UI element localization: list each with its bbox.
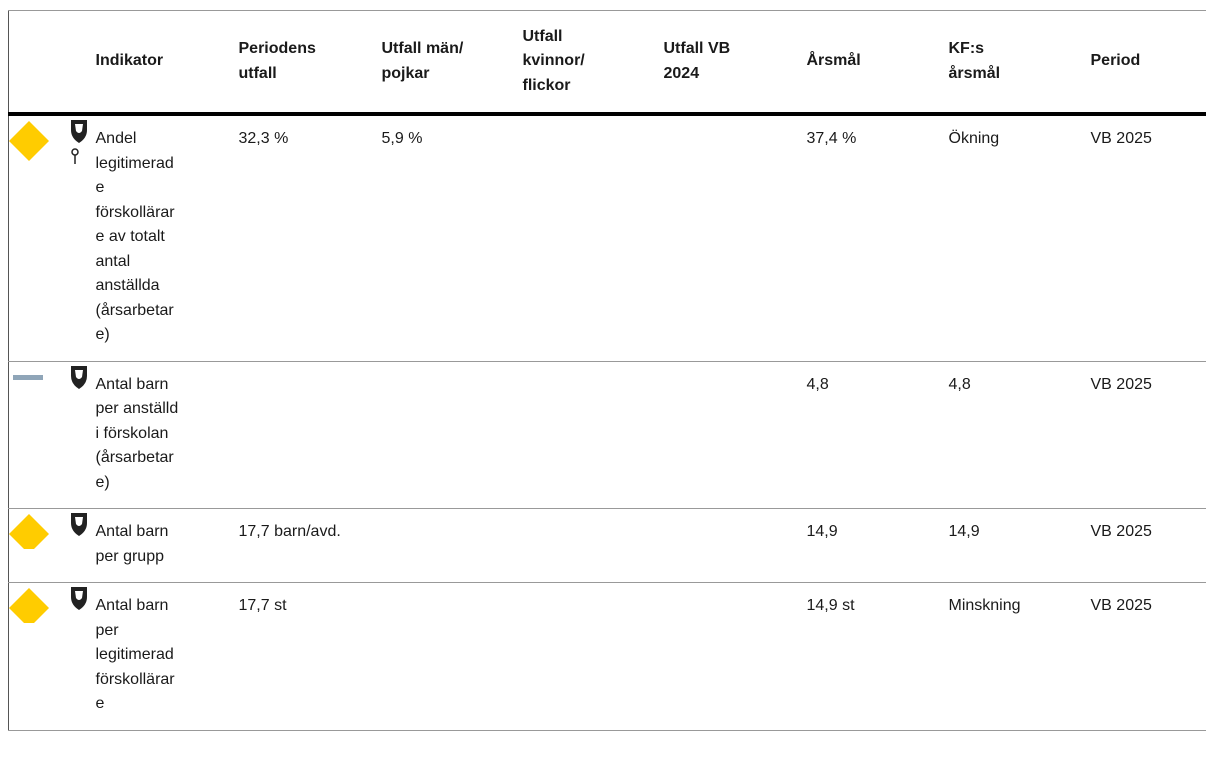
icon-header — [8, 10, 96, 116]
indicator-cell: Antal barn per anställd i förskolan (års… — [95, 361, 239, 509]
icon-cell — [8, 582, 96, 731]
status-icons — [9, 513, 87, 549]
table-body: Andel legitimerade förskollärare av tota… — [8, 114, 1206, 731]
value-cell: 4,8 — [806, 361, 949, 509]
column-header: Årsmål — [806, 10, 949, 116]
column-header: Period — [1090, 10, 1206, 116]
value-cell: VB 2025 — [1090, 361, 1206, 509]
status-icons — [9, 587, 87, 623]
value-cell: 17,7 st — [238, 582, 382, 731]
value-cell: 17,7 barn/avd. — [238, 508, 382, 583]
value-cell — [663, 508, 807, 583]
value-cell: VB 2025 — [1090, 582, 1206, 731]
value-cell — [381, 508, 523, 583]
value-cell — [522, 582, 664, 731]
table-header: Indikator Periodens utfall Utfall män/ p… — [8, 10, 1206, 116]
column-header: Utfall VB 2024 — [663, 10, 807, 116]
icon-cell — [8, 361, 96, 509]
value-cell: 32,3 % — [238, 114, 382, 362]
indicator-cell: Antal barn per legitimerad förskollärare — [95, 582, 239, 731]
value-cell: 14,9 — [948, 508, 1091, 583]
table-row: Andel legitimerade förskollärare av tota… — [8, 114, 1206, 362]
value-cell — [522, 361, 664, 509]
value-cell — [381, 361, 523, 509]
value-cell: 37,4 % — [806, 114, 949, 362]
table-row: Antal barn per legitimerad förskollärare… — [8, 582, 1206, 731]
table-row: Antal barn per anställd i förskolan (års… — [8, 361, 1206, 509]
table-row: Antal barn per grupp 17,7 barn/avd. 14,9 14… — [8, 508, 1206, 583]
value-cell: 5,9 % — [381, 114, 523, 362]
value-cell: VB 2025 — [1090, 114, 1206, 362]
value-cell: 4,8 — [948, 361, 1091, 509]
value-cell — [663, 361, 807, 509]
value-cell — [663, 582, 807, 731]
value-cell: 14,9 — [806, 508, 949, 583]
value-cell — [522, 114, 664, 362]
column-header: Utfall män/ pojkar — [381, 10, 523, 116]
value-cell — [238, 361, 382, 509]
icon-cell — [8, 508, 96, 583]
value-cell — [663, 114, 807, 362]
status-icons — [9, 120, 87, 164]
value-cell: 14,9 st — [806, 582, 949, 731]
status-icons — [13, 365, 87, 389]
icons — [9, 116, 96, 164]
indicator-cell: Antal barn per grupp — [95, 508, 239, 583]
value-cell — [522, 508, 664, 583]
icons — [9, 583, 96, 623]
indicator-cell: Andel legitimerade förskollärare av tota… — [95, 114, 239, 362]
icon-cell — [8, 114, 96, 362]
value-cell: Ökning — [948, 114, 1091, 362]
column-header: Indikator — [95, 10, 239, 116]
indicator-table: Indikator Periodens utfall Utfall män/ p… — [8, 10, 1206, 731]
icons — [9, 362, 96, 392]
value-cell: Minskning — [948, 582, 1091, 731]
value-cell: VB 2025 — [1090, 508, 1206, 583]
column-header: KF:s årsmål — [948, 10, 1091, 116]
column-header: Periodens utfall — [238, 10, 382, 116]
icons — [9, 509, 96, 549]
value-cell — [381, 582, 523, 731]
column-header: Utfall kvinnor/ flickor — [522, 10, 664, 116]
